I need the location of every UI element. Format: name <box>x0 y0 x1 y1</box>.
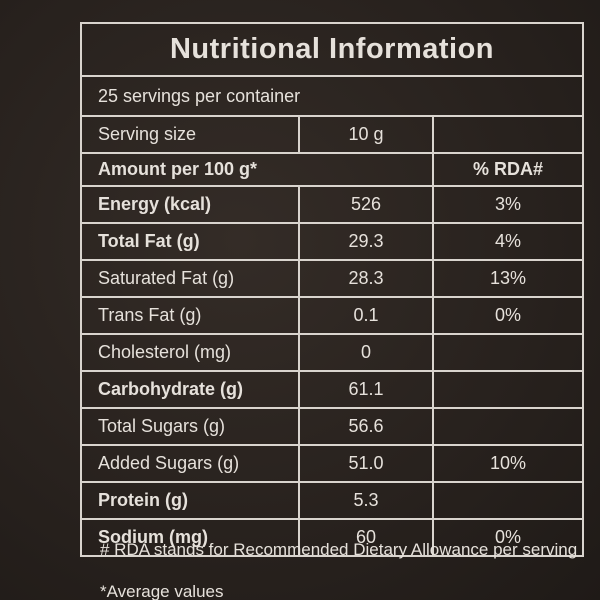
table-row: Energy (kcal) 526 3% <box>80 185 585 224</box>
amount: 61.1 <box>298 370 434 409</box>
table-row: Carbohydrate (g) 61.1 <box>80 370 585 409</box>
nutrient-name: Sodium (mg) <box>80 518 300 557</box>
serving-label: Serving size <box>80 115 300 154</box>
column-header: % RDA# <box>431 152 585 187</box>
amount: 0 <box>298 333 434 372</box>
nutrient-name: Trans Fat (g) <box>80 296 300 335</box>
table-row: Saturated Fat (g) 28.3 13% <box>80 259 585 298</box>
amount: 0.1 <box>298 296 434 335</box>
nutrient-name: Saturated Fat (g) <box>80 259 300 298</box>
rda: 13% <box>431 259 585 298</box>
rda <box>431 407 585 446</box>
nutrient-name: Total Fat (g) <box>80 222 300 261</box>
amount: 5.3 <box>298 481 434 520</box>
table-row: Added Sugars (g) 51.0 10% <box>80 444 585 483</box>
rda: 0% <box>431 518 585 557</box>
table-row: Sodium (mg) 60 0% <box>80 518 585 557</box>
amount: 28.3 <box>298 259 434 298</box>
nutrient-name: Protein (g) <box>80 481 300 520</box>
nutrition-table: Nutritional Information 25 servings per … <box>79 22 585 557</box>
amount: 526 <box>298 185 434 224</box>
table-row: Total Sugars (g) 56.6 <box>80 407 585 446</box>
footnote: # RDA stands for Recommended Dietary All… <box>100 540 578 559</box>
rda <box>431 333 585 372</box>
rda: 10% <box>431 444 585 483</box>
serving-value: 10 g <box>298 115 434 154</box>
nutrient-name: Carbohydrate (g) <box>80 370 300 409</box>
amount: 56.6 <box>298 407 434 446</box>
rda <box>431 481 585 520</box>
rda: 0% <box>431 296 585 335</box>
empty-cell <box>431 115 585 154</box>
amount: 60 <box>298 518 434 557</box>
rda: 3% <box>431 185 585 224</box>
rda: 4% <box>431 222 585 261</box>
table-row: Total Fat (g) 29.3 4% <box>80 222 585 261</box>
rda <box>431 370 585 409</box>
table-row: Cholesterol (mg) 0 <box>80 333 585 372</box>
table-row: Trans Fat (g) 0.1 0% <box>80 296 585 335</box>
nutrient-name: Cholesterol (mg) <box>80 333 300 372</box>
column-header: Amount per 100 g* <box>80 152 434 187</box>
nutrient-name: Total Sugars (g) <box>80 407 300 446</box>
footnote: *Average values <box>100 582 224 600</box>
amount: 51.0 <box>298 444 434 483</box>
servings: 25 servings per container <box>79 75 585 117</box>
nutrient-name: Added Sugars (g) <box>80 444 300 483</box>
amount: 29.3 <box>298 222 434 261</box>
title: Nutritional Information <box>79 22 585 77</box>
table-row: Protein (g) 5.3 <box>80 481 585 520</box>
nutrient-name: Energy (kcal) <box>80 185 300 224</box>
